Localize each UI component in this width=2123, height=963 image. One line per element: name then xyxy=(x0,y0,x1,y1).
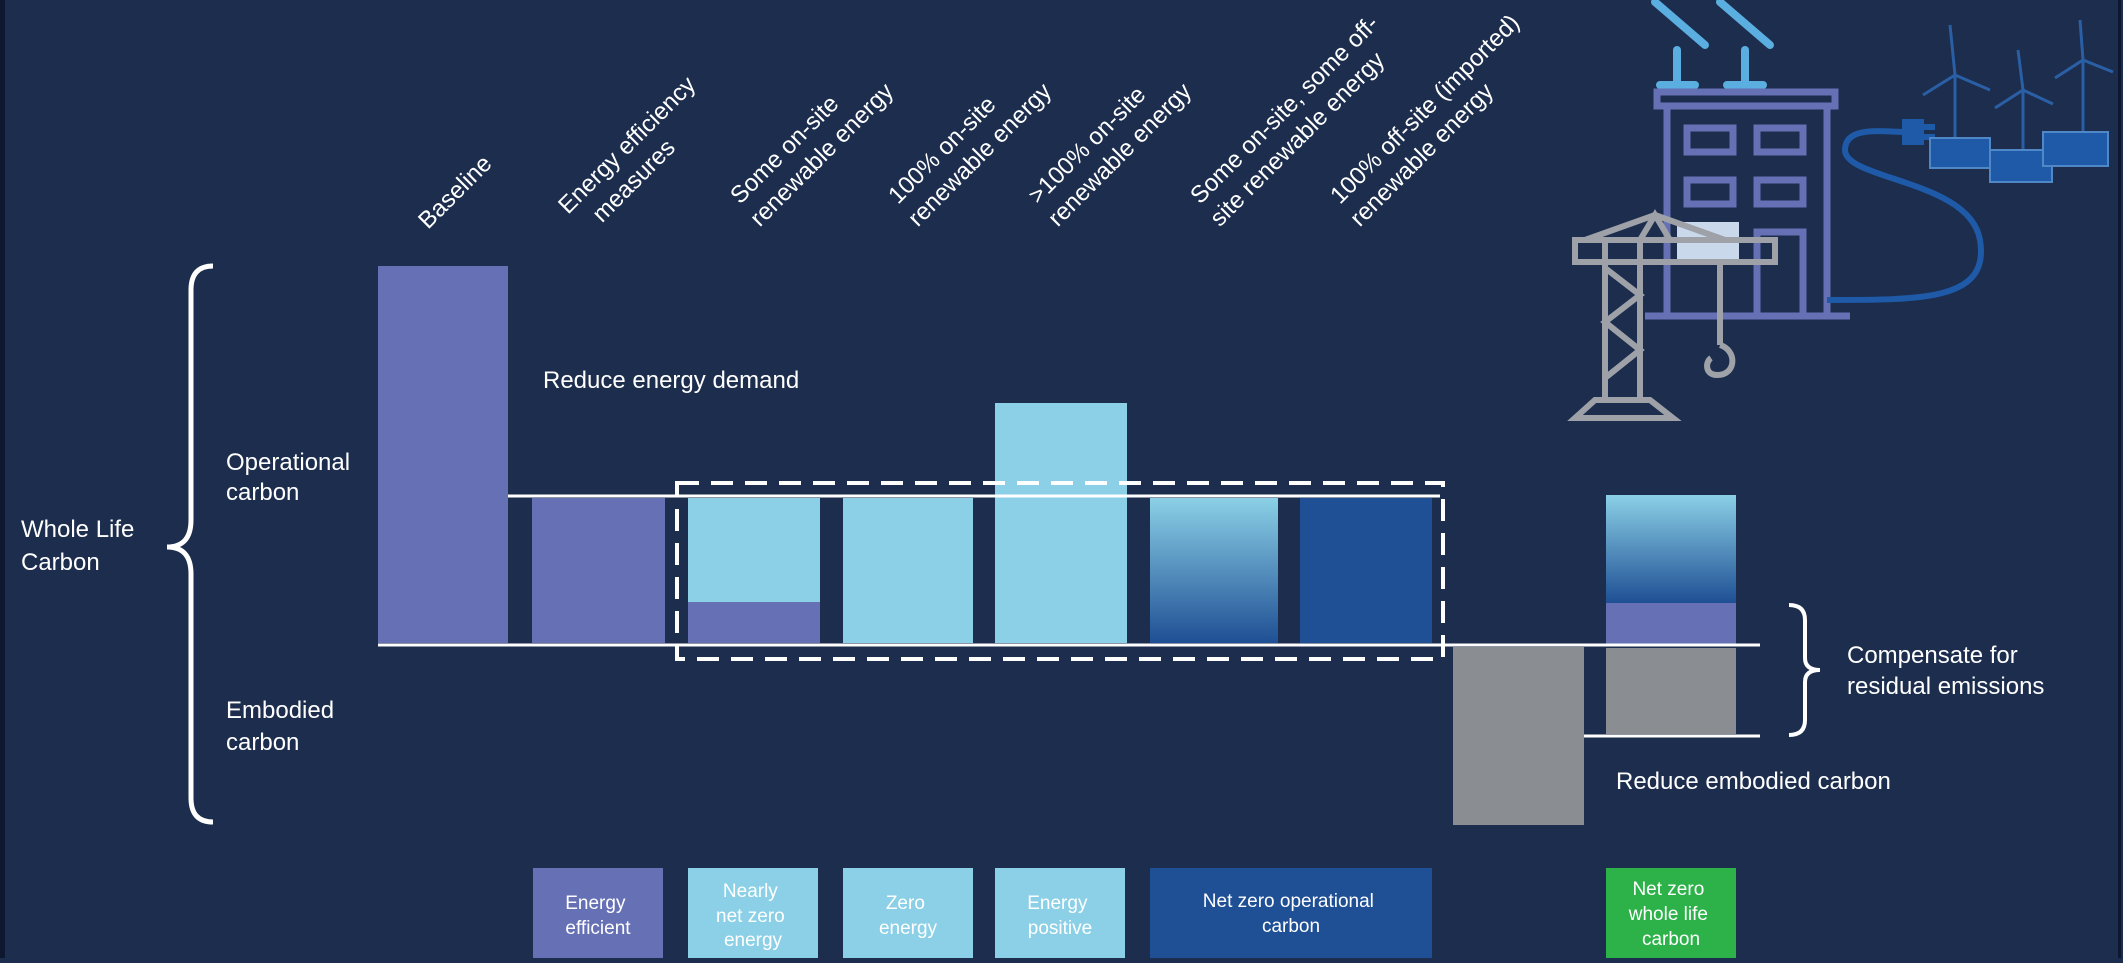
bar-offsite xyxy=(1300,498,1432,643)
solar-panel-icon xyxy=(1651,0,1774,89)
outcome-net-zero-operational: Net zero operational carbon xyxy=(1150,868,1432,958)
header-100-onsite: 100% on-site renewable energy xyxy=(882,57,1057,232)
bar-efficiency xyxy=(532,498,665,643)
svg-text:Nearly net zero en: Nearly net zero energy xyxy=(716,881,790,951)
compensate-label: Compensate for residual emissions xyxy=(1847,642,2044,700)
wind-turbine-icon xyxy=(1922,19,2114,150)
bar-some-onsite-renewable xyxy=(688,498,820,602)
bar-some-onsite-grid xyxy=(688,602,820,643)
outcome-zero-energy: Zero energy xyxy=(843,868,973,958)
header-efficiency: Energy efficiency measures xyxy=(553,67,727,241)
whole-life-carbon-label: Whole Life Carbon xyxy=(21,516,141,576)
operational-carbon-label: Operational carbon xyxy=(226,449,357,506)
whole-life-brace xyxy=(166,263,214,825)
bar-over100-onsite xyxy=(995,403,1127,643)
svg-text:Net zero operational car: Net zero operational carbon xyxy=(1203,891,1379,937)
net-zero-carbon-diagram: Baseline Energy efficiency measures Some… xyxy=(21,0,2114,958)
net-zero-operational-dashed-box xyxy=(675,481,1445,661)
bar-100-onsite xyxy=(843,498,973,643)
header-over100-onsite: >100% on-site renewable energy xyxy=(1022,57,1197,232)
bar-embodied-reduction xyxy=(1453,647,1584,825)
outcome-net-zero-whole-life: Net zero whole life carbon xyxy=(1606,868,1736,958)
outcome-energy-efficient: Energy efficient xyxy=(533,868,663,958)
compensate-brace xyxy=(1788,603,1821,737)
solar-farm-icon xyxy=(1929,131,2109,183)
svg-text:Zero energy: Zero energy xyxy=(879,893,938,939)
power-plug-icon xyxy=(1826,119,1985,303)
header-some-onsite: Some on-site renewable energy xyxy=(724,57,899,232)
svg-text:Energy efficient: Energy efficient xyxy=(565,893,631,939)
bar-net-zero-grid xyxy=(1606,603,1736,646)
bar-mixed xyxy=(1150,498,1278,643)
building-icon xyxy=(1645,88,1850,320)
embodied-carbon-label: Embodied carbon xyxy=(226,697,341,756)
reduce-embodied-carbon-label: Reduce embodied carbon xyxy=(1616,768,1891,795)
outcome-energy-positive: Energy positive xyxy=(995,868,1125,958)
svg-text:Net zero whole life: Net zero whole life carbon xyxy=(1628,879,1714,950)
outcome-nearly-net-zero: Nearly net zero energy xyxy=(688,868,818,958)
reduce-energy-demand-label: Reduce energy demand xyxy=(543,367,799,394)
svg-text:Energy positive: Energy positive xyxy=(1027,893,1092,939)
bar-baseline xyxy=(378,266,508,643)
crane-icon xyxy=(1567,209,1778,421)
bar-net-zero-operational xyxy=(1606,495,1736,603)
header-baseline: Baseline xyxy=(413,150,497,234)
bar-net-zero-embodied xyxy=(1606,648,1736,734)
